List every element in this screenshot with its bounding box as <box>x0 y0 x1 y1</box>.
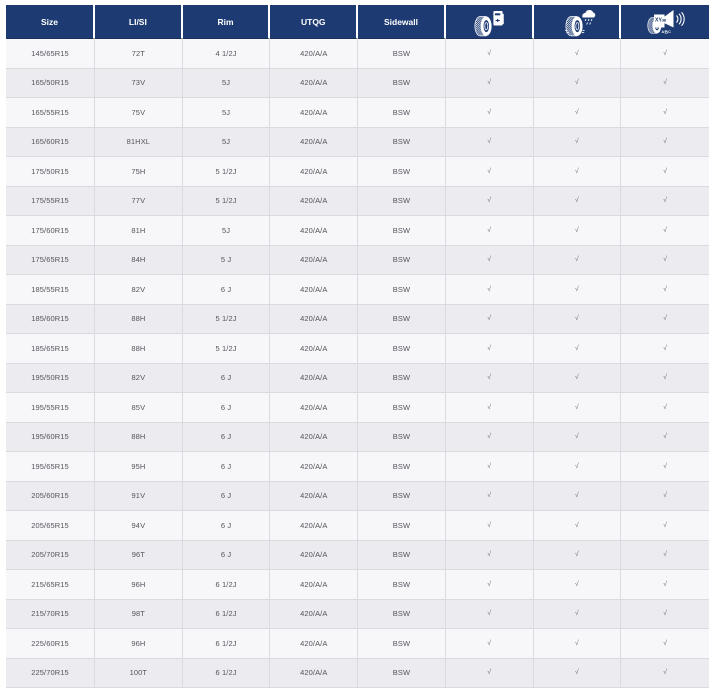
svg-text:dB: dB <box>662 18 667 22</box>
svg-text:XY: XY <box>655 17 662 23</box>
svg-text:B: B <box>665 29 669 35</box>
svg-text:C: C <box>668 30 671 34</box>
svg-text:A: A <box>662 30 665 34</box>
